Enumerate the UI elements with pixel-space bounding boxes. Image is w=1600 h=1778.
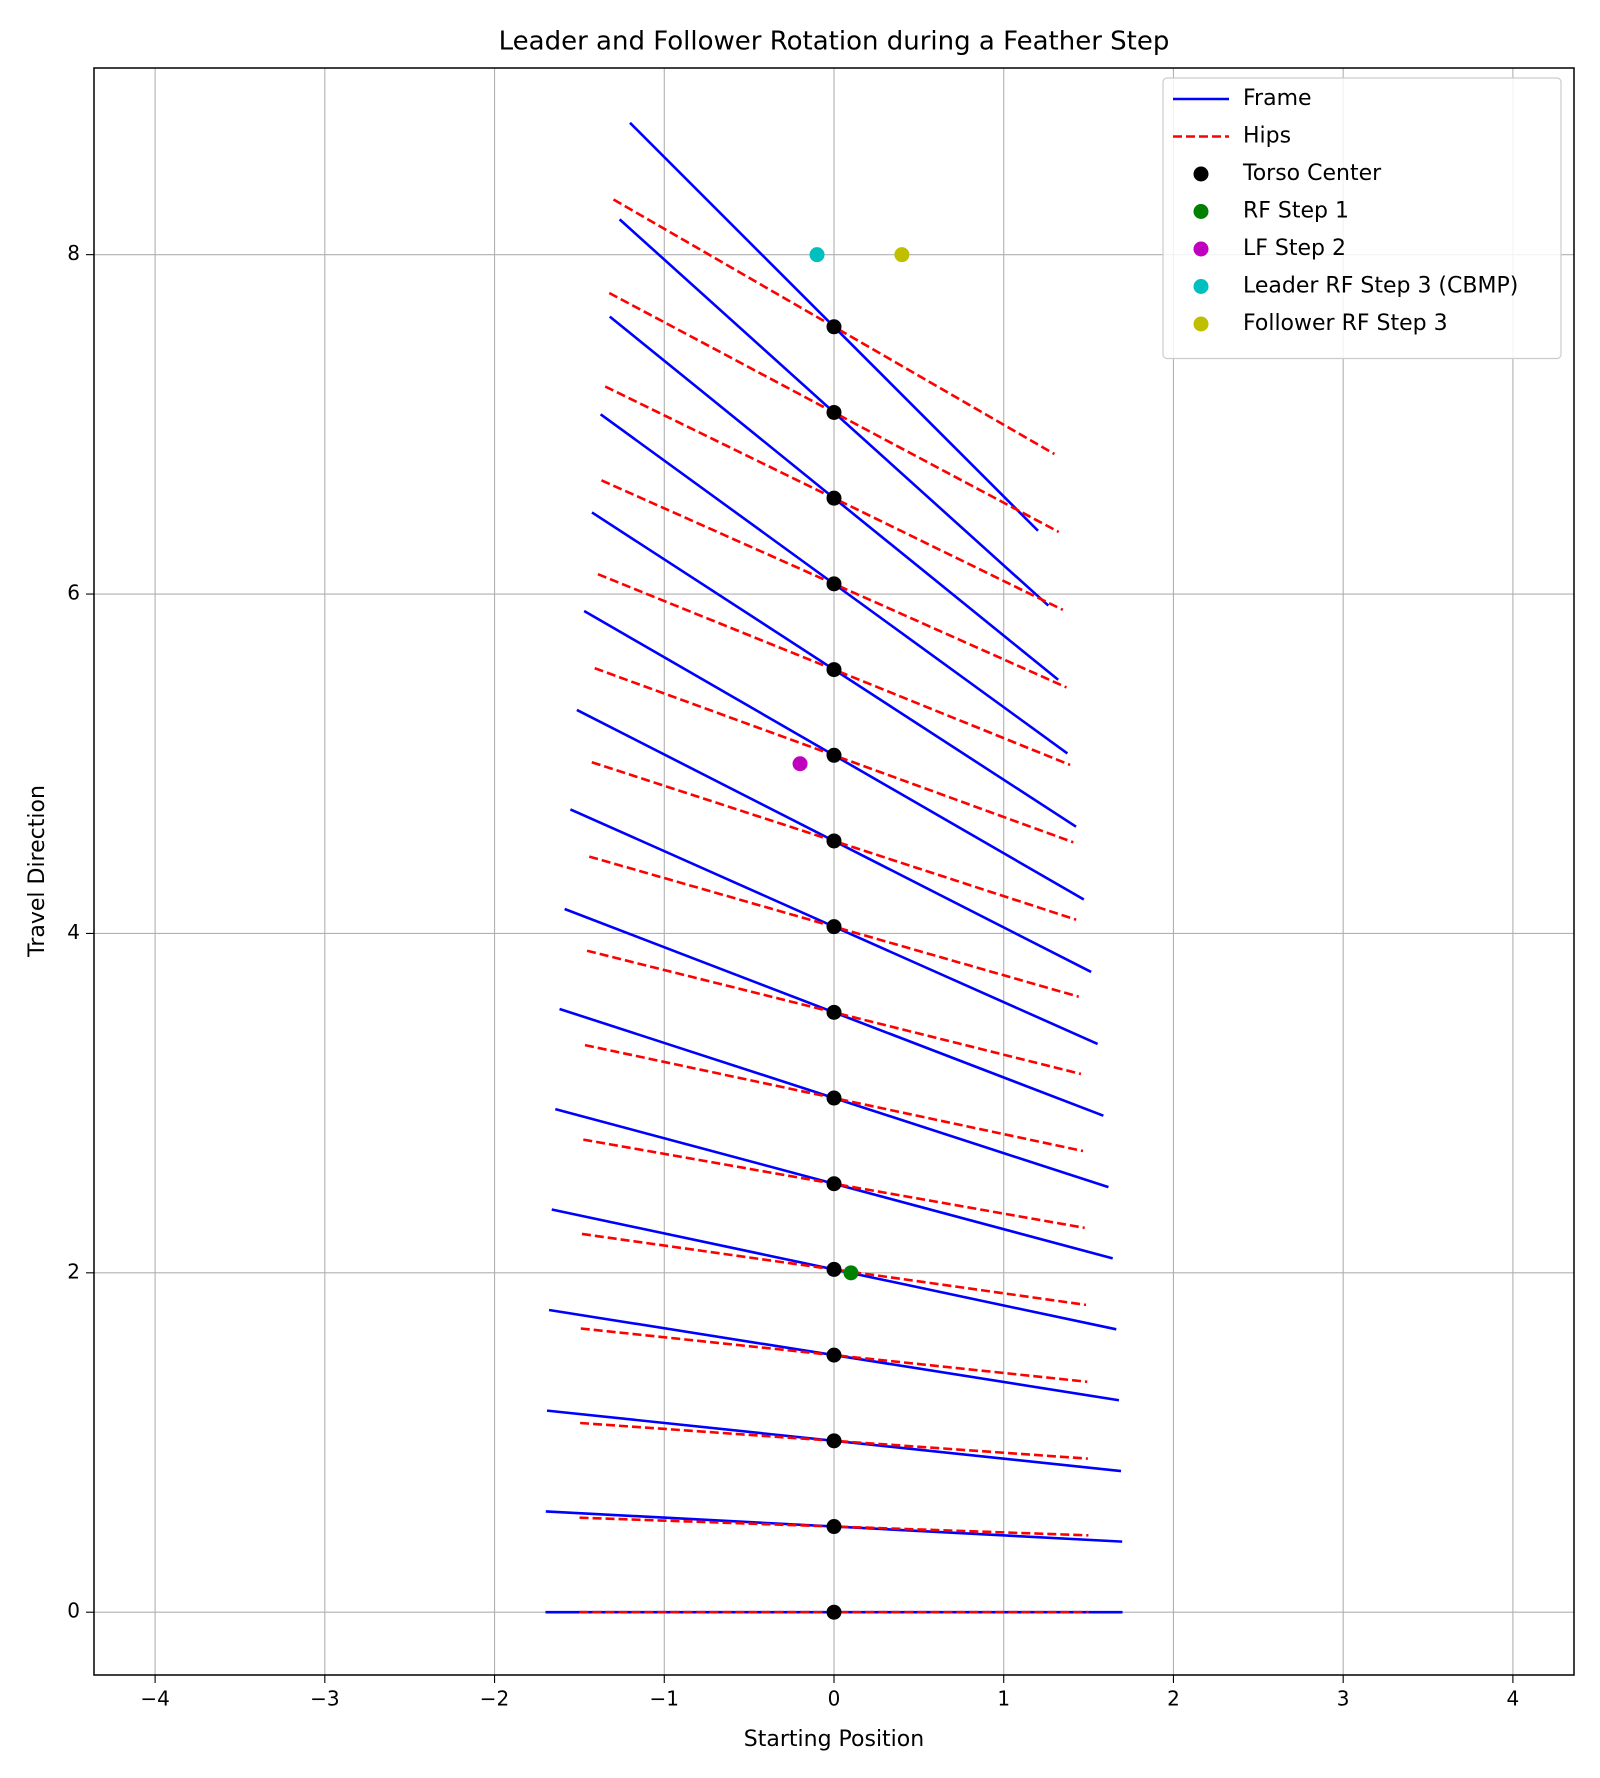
point	[826, 1347, 842, 1363]
y-tick-label: 6	[67, 581, 80, 605]
legend: Frame Hips Torso Center RF Step 1 LF Step 2 L…	[1162, 77, 1562, 360]
point	[826, 662, 842, 678]
legend-label: Follower RF Step 3	[1243, 311, 1448, 336]
point	[826, 747, 842, 763]
point	[826, 1176, 842, 1192]
point	[826, 1004, 842, 1020]
legend-swatch	[1193, 241, 1209, 257]
point	[809, 247, 825, 263]
plot-area	[545, 121, 1123, 1620]
x-tick-label: −1	[650, 1687, 679, 1711]
x-tick-label: 0	[828, 1687, 841, 1711]
point	[826, 404, 842, 420]
ticks: −4 −3 −2 −1 0 1 2 3 4 0 2 4 6 8	[67, 241, 1519, 1710]
y-tick-label: 2	[67, 1259, 80, 1283]
legend-label: Leader RF Step 3 (CBMP)	[1243, 274, 1518, 299]
point	[826, 1433, 842, 1449]
legend-label: Hips	[1243, 124, 1291, 149]
point	[826, 1519, 842, 1535]
x-axis-label: Starting Position	[744, 1727, 924, 1752]
legend-label: Torso Center	[1242, 161, 1382, 186]
point	[826, 576, 842, 592]
point	[843, 1265, 859, 1281]
x-tick-label: −4	[140, 1687, 169, 1711]
point	[826, 1604, 842, 1620]
y-tick-label: 0	[67, 1599, 80, 1623]
legend-swatch	[1193, 166, 1209, 182]
y-tick-label: 8	[67, 241, 80, 265]
point	[894, 247, 910, 263]
chart-title: Leader and Follower Rotation during a Fe…	[499, 27, 1170, 57]
y-axis-label: Travel Direction	[25, 785, 50, 958]
point	[826, 1090, 842, 1106]
point	[826, 1261, 842, 1277]
legend-label: RF Step 1	[1243, 199, 1349, 224]
point	[826, 919, 842, 935]
point	[826, 319, 842, 335]
legend-swatch	[1193, 279, 1209, 294]
point	[826, 490, 842, 506]
x-tick-label: 1	[997, 1687, 1010, 1711]
legend-box	[1162, 77, 1562, 360]
legend-swatch	[1193, 316, 1209, 332]
x-tick-label: −3	[310, 1687, 339, 1711]
x-tick-label: 4	[1507, 1687, 1520, 1711]
legend-label: LF Step 2	[1243, 236, 1346, 261]
point	[826, 833, 842, 849]
x-tick-label: 2	[1167, 1687, 1180, 1711]
y-tick-label: 4	[67, 920, 80, 944]
legend-swatch	[1193, 204, 1209, 219]
x-tick-label: 3	[1337, 1687, 1350, 1711]
x-tick-label: −2	[480, 1687, 509, 1711]
legend-label: Frame	[1243, 86, 1312, 111]
point	[792, 756, 808, 772]
